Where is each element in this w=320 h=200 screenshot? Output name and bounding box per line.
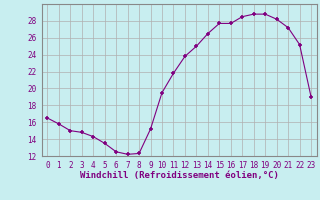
X-axis label: Windchill (Refroidissement éolien,°C): Windchill (Refroidissement éolien,°C) (80, 171, 279, 180)
